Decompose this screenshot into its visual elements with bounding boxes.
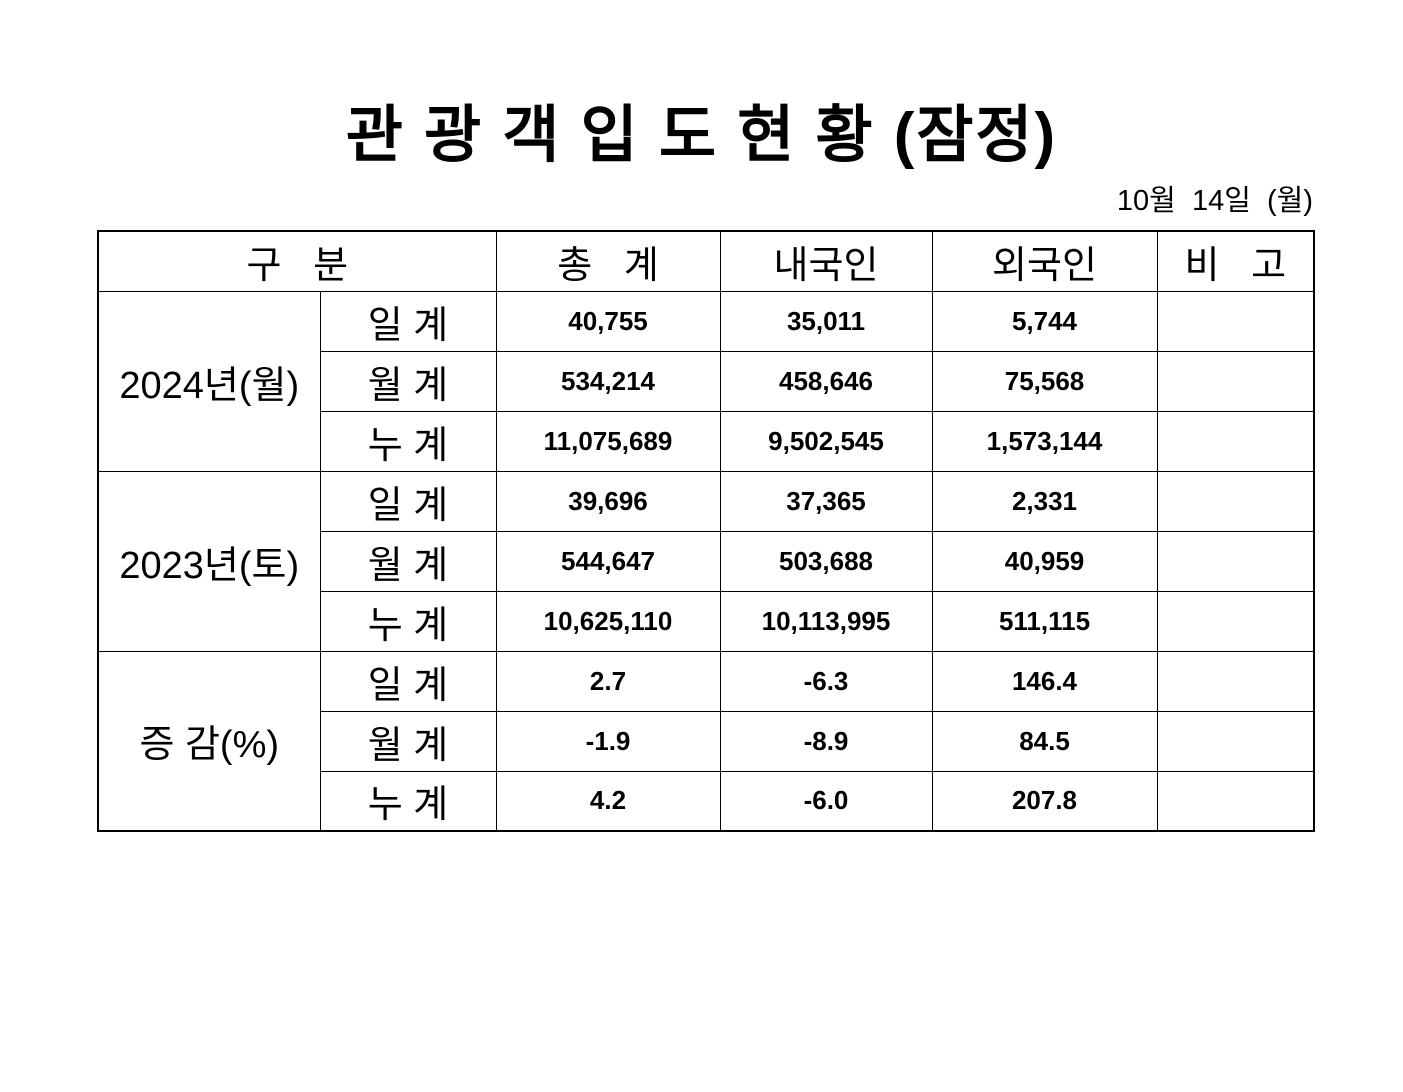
table-row: 2024년(월) 일 계 40,755 35,011 5,744 bbox=[97, 290, 1315, 472]
value-cell: 11,075,689 bbox=[495, 410, 721, 472]
value-cell: 4.2 bbox=[495, 770, 721, 832]
value-cell: -6.3 bbox=[719, 650, 933, 712]
group-label-change: 증 감(%) bbox=[97, 650, 321, 832]
table-row: 누 계 10,625,110 10,113,995 511,115 bbox=[98, 590, 1315, 652]
value-cell: 207.8 bbox=[931, 770, 1158, 832]
value-cell: 40,959 bbox=[931, 530, 1158, 592]
row-label-cell: 월 계 bbox=[319, 350, 497, 412]
value-cell: 534,214 bbox=[495, 350, 721, 412]
report-date: 10월 14일 (월) bbox=[1116, 185, 1313, 217]
value-cell: -1.9 bbox=[495, 710, 721, 772]
note-cell bbox=[1156, 770, 1315, 832]
header-note: 비 고 bbox=[1156, 230, 1315, 292]
value-cell: 39,696 bbox=[495, 470, 721, 532]
value-cell: 37,365 bbox=[719, 470, 933, 532]
row-label-cell: 월 계 bbox=[319, 530, 497, 592]
row-label-cell: 일 계 bbox=[319, 470, 497, 532]
value-cell: 75,568 bbox=[931, 350, 1158, 412]
tourist-arrival-table: 구 분 총 계 내국인 외국인 비 고 2024년(월) 일 계 40,755 … bbox=[97, 230, 1315, 832]
note-cell bbox=[1156, 710, 1315, 772]
note-cell bbox=[1156, 590, 1315, 652]
table-row: 월 계 -1.9 -8.9 84.5 bbox=[98, 710, 1315, 772]
table-row: 월 계 544,647 503,688 40,959 bbox=[98, 530, 1315, 592]
table-row: 누 계 4.2 -6.0 207.8 bbox=[98, 770, 1315, 832]
value-cell: 10,113,995 bbox=[719, 590, 933, 652]
value-cell: 40,755 bbox=[495, 290, 721, 352]
value-cell: 458,646 bbox=[719, 350, 933, 412]
value-cell: 544,647 bbox=[495, 530, 721, 592]
table-row: 누 계 11,075,689 9,502,545 1,573,144 bbox=[98, 410, 1315, 472]
value-cell: -8.9 bbox=[719, 710, 933, 772]
row-label-cell: 누 계 bbox=[319, 770, 497, 832]
row-label-cell: 월 계 bbox=[319, 710, 497, 772]
note-cell bbox=[1156, 470, 1315, 532]
header-gubun: 구 분 bbox=[97, 230, 497, 292]
header-foreign: 외국인 bbox=[931, 230, 1158, 292]
row-label-cell: 일 계 bbox=[319, 650, 497, 712]
group-label-2024: 2024년(월) bbox=[97, 290, 321, 472]
value-cell: 10,625,110 bbox=[495, 590, 721, 652]
value-cell: 503,688 bbox=[719, 530, 933, 592]
row-label-cell: 일 계 bbox=[319, 290, 497, 352]
note-cell bbox=[1156, 290, 1315, 352]
note-cell bbox=[1156, 350, 1315, 412]
header-total: 총 계 bbox=[495, 230, 721, 292]
value-cell: 146.4 bbox=[931, 650, 1158, 712]
table-row: 2023년(토) 일 계 39,696 37,365 2,331 bbox=[97, 470, 1315, 652]
value-cell: 9,502,545 bbox=[719, 410, 933, 472]
value-cell: 5,744 bbox=[931, 290, 1158, 352]
group-label-2023: 2023년(토) bbox=[97, 470, 321, 652]
note-cell bbox=[1156, 530, 1315, 592]
table-row: 증 감(%) 일 계 2.7 -6.3 146.4 bbox=[97, 650, 1315, 832]
header-row: 구 분 총 계 내국인 외국인 비 고 bbox=[97, 230, 1315, 292]
value-cell: 1,573,144 bbox=[931, 410, 1158, 472]
value-cell: 511,115 bbox=[931, 590, 1158, 652]
value-cell: 35,011 bbox=[719, 290, 933, 352]
header-domestic: 내국인 bbox=[719, 230, 933, 292]
row-label-cell: 누 계 bbox=[319, 590, 497, 652]
note-cell bbox=[1156, 650, 1315, 712]
value-cell: 2,331 bbox=[931, 470, 1158, 532]
value-cell: 2.7 bbox=[495, 650, 721, 712]
value-cell: 84.5 bbox=[931, 710, 1158, 772]
row-label-cell: 누 계 bbox=[319, 410, 497, 472]
note-cell bbox=[1156, 410, 1315, 472]
value-cell: -6.0 bbox=[719, 770, 933, 832]
page-title: 관 광 객 입 도 현 황 (잠정) bbox=[345, 101, 1058, 170]
